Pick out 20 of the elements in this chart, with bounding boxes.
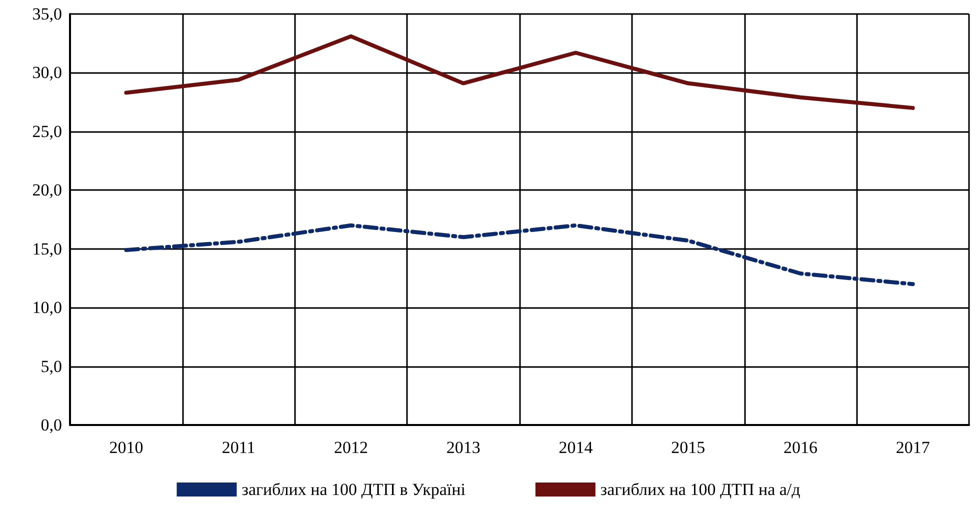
line-series — [124, 223, 915, 286]
y-tick-label: 10,0 — [32, 298, 62, 318]
line-series — [124, 34, 915, 110]
y-tick-label: 20,0 — [32, 180, 62, 200]
x-tick-label: 2014 — [558, 438, 594, 457]
x-tick-label: 2012 — [334, 438, 368, 457]
y-tick-label: 15,0 — [32, 239, 62, 258]
x-tick-label: 2013 — [446, 438, 480, 457]
legend-label: загиблих на 100 ДТП на а/д — [600, 480, 801, 499]
y-tick-label: 0,0 — [40, 416, 62, 434]
y-tick-label: 5,0 — [40, 356, 62, 376]
x-tick-label: 2011 — [222, 438, 256, 457]
y-tick-label: 25,0 — [32, 122, 62, 141]
x-tick-label: 2015 — [671, 438, 706, 457]
x-tick-label: 2016 — [783, 438, 818, 457]
x-tick-label: 2017 — [896, 438, 930, 457]
y-tick-label: 30,0 — [32, 63, 62, 82]
legend-label: загиблих на 100 ДТП в Україні — [242, 480, 466, 499]
y-tick-label: 35,0 — [32, 4, 62, 24]
x-tick-label: 2010 — [109, 438, 144, 457]
